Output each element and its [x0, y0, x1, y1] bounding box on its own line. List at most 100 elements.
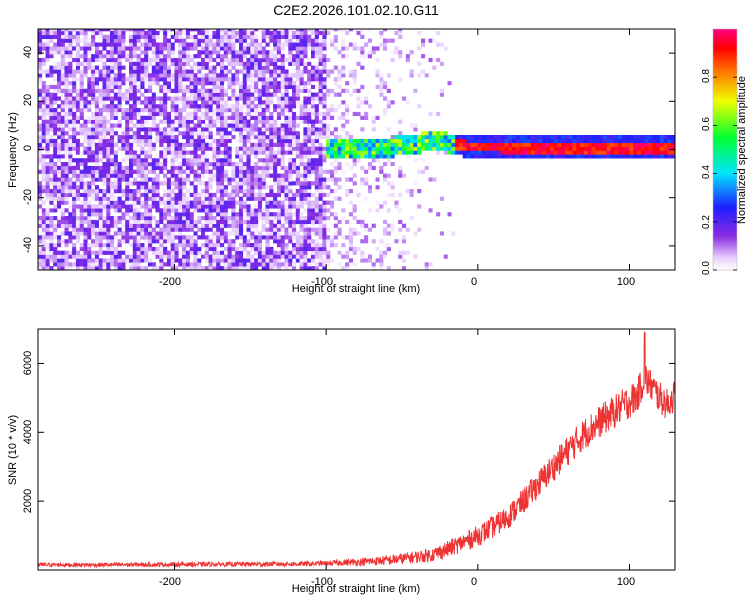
spectrogram-cell: [163, 92, 168, 97]
spectrogram-cell: [223, 146, 228, 151]
spectrogram-cell: [98, 216, 103, 221]
spectrogram-cell: [102, 192, 107, 198]
spectrogram-cell: [204, 135, 209, 140]
spectrogram-cell: [106, 189, 111, 194]
spectrogram-cell: [57, 158, 62, 163]
spectrogram-cell: [110, 88, 115, 93]
spectrogram-cell: [208, 196, 213, 201]
spectrogram-cell: [212, 158, 217, 163]
spectrogram-cell: [182, 100, 187, 105]
spectrogram-cell: [136, 119, 141, 124]
spectrogram-cell: [91, 177, 96, 182]
spectrogram-cell: [75, 208, 80, 213]
spectrogram-cell: [254, 135, 259, 140]
spectrogram-cell: [265, 258, 270, 263]
spectrogram-cell: [193, 88, 198, 93]
spectrogram-cell: [166, 73, 171, 78]
spectrogram-cell: [68, 69, 73, 74]
spectrogram-cell: [326, 142, 331, 147]
spectrogram-cell: [250, 196, 255, 201]
spectrogram-cell: [45, 146, 50, 151]
spectrogram-cell: [204, 38, 209, 43]
spectrogram-cell: [45, 138, 50, 144]
spectrogram-cell: [288, 231, 293, 236]
spectrogram-cell: [110, 108, 115, 113]
spectrogram-cell: [49, 123, 54, 128]
spectrogram-cell: [386, 223, 391, 228]
spectrogram-cell: [87, 227, 92, 232]
spectrogram-cell: [250, 73, 255, 78]
spectrogram-cell: [41, 227, 46, 232]
spectrogram-cell: [140, 243, 145, 248]
spectrogram-cell: [87, 50, 92, 55]
spectrogram-cell: [231, 57, 236, 63]
spectrogram-cell: [144, 96, 149, 101]
spectrogram-cell: [75, 150, 80, 155]
spectrogram-cell: [166, 185, 171, 190]
spectrogram-cell: [288, 223, 293, 228]
spectrogram-cell: [242, 29, 247, 32]
spectrogram-cell: [83, 119, 88, 124]
spectrogram-cell: [132, 104, 137, 109]
spectrogram-cell: [265, 84, 270, 90]
spectrogram-cell: [60, 177, 65, 182]
spectrogram-cell: [64, 123, 69, 128]
spectrogram-cell: [60, 100, 65, 105]
spectrogram-cell: [345, 88, 350, 93]
spectrogram-cell: [45, 131, 50, 136]
spectrogram-cell: [163, 131, 168, 136]
spectrogram-cell: [79, 181, 84, 186]
spectrogram-cell: [269, 185, 274, 190]
spectrogram-cell: [144, 30, 149, 36]
spectrogram-cell: [386, 100, 391, 105]
spectrogram-cell: [121, 212, 126, 217]
spectrogram-cell: [57, 29, 62, 32]
spectrogram-cell: [41, 115, 46, 120]
spectrogram-cell: [204, 46, 209, 51]
spectrogram-cell: [129, 196, 134, 201]
spectrogram-cell: [174, 77, 179, 82]
spectrogram-cell: [94, 77, 99, 82]
spectrogram-cell: [390, 146, 395, 151]
spectrogram-cell: [64, 88, 69, 93]
spectrogram-cell: [254, 262, 259, 267]
spectrogram-cell: [166, 216, 171, 221]
spectrogram-cell: [216, 131, 221, 136]
spectrogram-cell: [239, 57, 244, 63]
spectrogram-cell: [117, 243, 122, 248]
spectrogram-cell: [322, 223, 327, 228]
spectrogram-cell: [383, 96, 388, 101]
spectrogram-cell: [390, 223, 395, 228]
spectrogram-cell: [565, 146, 570, 151]
spectrogram-cell: [144, 69, 149, 74]
spectrogram-cell: [140, 57, 145, 63]
spectrogram-cell: [663, 150, 668, 155]
spectrogram-cell: [447, 138, 452, 144]
spectrogram-cell: [94, 262, 99, 267]
spectrogram-cell: [121, 111, 126, 117]
spectrogram-cell: [174, 243, 179, 248]
spectrogram-cell: [462, 135, 467, 140]
spectrogram-cell: [379, 165, 384, 171]
spectrogram-cell: [189, 154, 194, 159]
spectrogram-cell: [178, 73, 183, 78]
spectrogram-cell: [273, 250, 278, 255]
spectrogram-cell: [311, 239, 316, 244]
spectrogram-cell: [110, 181, 115, 186]
spectrogram-cell: [239, 123, 244, 128]
spectrogram-cell: [204, 50, 209, 55]
spectrogram-cell: [204, 196, 209, 201]
spectrogram-cell: [352, 231, 357, 236]
spectrogram-cell: [383, 173, 388, 178]
spectrogram-cell: [144, 177, 149, 182]
spectrogram-cell: [212, 246, 217, 252]
spectrogram-cell: [527, 150, 532, 155]
spectrogram-cell: [383, 250, 388, 255]
spectrogram-cell: [174, 246, 179, 252]
spectrogram-cell: [314, 96, 319, 101]
spectrogram-cell: [474, 146, 479, 151]
spectrogram-cell: [204, 239, 209, 244]
spectrogram-cell: [117, 231, 122, 236]
spectrogram-cell: [254, 77, 259, 82]
spectrogram-cell: [322, 100, 327, 105]
